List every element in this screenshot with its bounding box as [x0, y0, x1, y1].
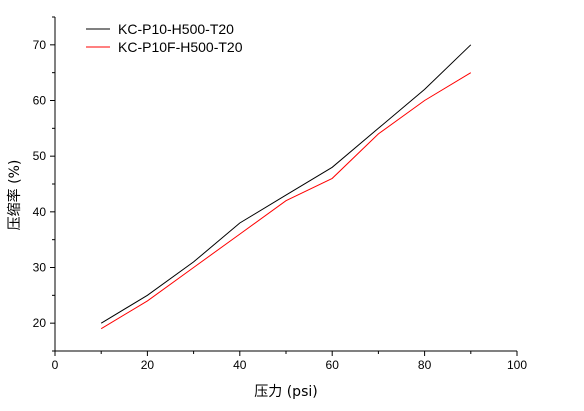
- y-tick-label: 30: [33, 261, 47, 275]
- x-tick-label: 20: [141, 358, 155, 372]
- x-tick-label: 0: [52, 358, 59, 372]
- legend: KC-P10-H500-T20 KC-P10F-H500-T20: [86, 21, 243, 55]
- legend-label-series-2: KC-P10F-H500-T20: [118, 39, 243, 55]
- series-line-2: [100, 72, 472, 330]
- y-tick-label: 20: [33, 316, 47, 330]
- y-ticks: 20 30 40 50 60 70: [33, 16, 55, 352]
- x-tick-label: 40: [233, 358, 247, 372]
- legend-label-series-1: KC-P10-H500-T20: [118, 21, 234, 37]
- y-tick-label: 50: [33, 149, 47, 163]
- y-tick-label: 70: [33, 38, 47, 52]
- y-tick-label: 40: [33, 205, 47, 219]
- x-tick-label: 60: [326, 358, 340, 372]
- x-ticks: 0 20 40 60 80 100: [52, 351, 527, 372]
- y-axis-title: 压缩率 (%): [6, 160, 23, 231]
- x-axis-title: 压力 (psi): [254, 384, 317, 400]
- x-tick-label: 100: [507, 358, 527, 372]
- series-group: [100, 44, 472, 330]
- y-tick-label: 60: [33, 94, 47, 108]
- series-line-1: [100, 44, 472, 324]
- x-tick-label: 80: [418, 358, 432, 372]
